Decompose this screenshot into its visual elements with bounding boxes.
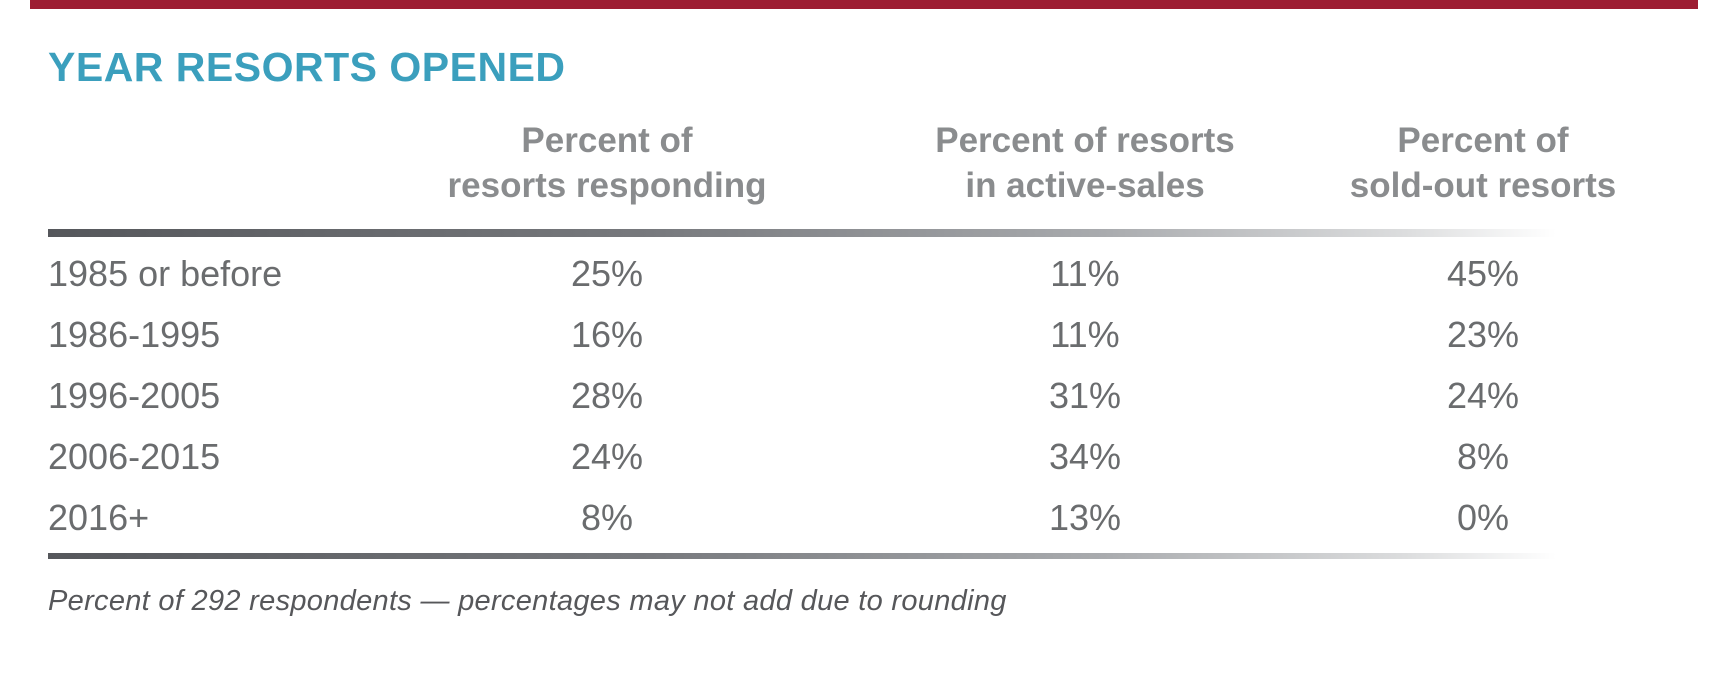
- row-label: 2006-2015: [48, 435, 221, 477]
- header-line: Percent of: [1397, 121, 1569, 160]
- cell-value: 0%: [1456, 496, 1510, 538]
- table-row: 1986-1995 16% 11% 23%: [48, 304, 1640, 365]
- cell-value: 31%: [1048, 374, 1122, 416]
- header-line: resorts responding: [447, 166, 767, 205]
- table-body: 1985 or before 25% 11% 45% 1986-1995 16%…: [48, 243, 1640, 548]
- table-row: 1996-2005 28% 31% 24%: [48, 365, 1640, 426]
- cell-value: 34%: [1048, 435, 1122, 477]
- row-label: 1985 or before: [48, 252, 283, 294]
- table-rule-bottom: [48, 553, 1556, 559]
- cell-value: 28%: [570, 374, 644, 416]
- row-label: 2016+: [48, 496, 150, 538]
- row-label: 1996-2005: [48, 374, 221, 416]
- page-title: YEAR RESORTS OPENED: [48, 44, 566, 90]
- table-footnote: Percent of 292 respondents — percentages…: [48, 585, 1007, 617]
- cell-value: 16%: [570, 313, 644, 355]
- row-label: 1986-1995: [48, 313, 221, 355]
- table-row: 1985 or before 25% 11% 45%: [48, 243, 1640, 304]
- header-line: in active-sales: [965, 166, 1205, 205]
- cell-value: 13%: [1048, 496, 1122, 538]
- cell-value: 11%: [1050, 252, 1120, 294]
- top-accent-bar: [30, 0, 1698, 9]
- table-header-row: Percent of resorts responding Percent of…: [48, 118, 1640, 208]
- header-line: sold-out resorts: [1349, 166, 1617, 205]
- column-header-active-sales: Percent of resorts in active-sales: [844, 118, 1326, 208]
- header-spacer: [48, 118, 370, 208]
- cell-value: 24%: [570, 435, 644, 477]
- table-row: 2006-2015 24% 34% 8%: [48, 426, 1640, 487]
- column-header-resorts-responding: Percent of resorts responding: [370, 118, 844, 208]
- table-rule-top: [48, 229, 1556, 237]
- cell-value: 8%: [1456, 435, 1510, 477]
- cell-value: 24%: [1446, 374, 1520, 416]
- cell-value: 23%: [1446, 313, 1520, 355]
- cell-value: 45%: [1446, 252, 1520, 294]
- cell-value: 11%: [1050, 313, 1120, 355]
- cell-value: 25%: [570, 252, 644, 294]
- table-row: 2016+ 8% 13% 0%: [48, 487, 1640, 548]
- header-line: Percent of: [521, 121, 693, 160]
- header-line: Percent of resorts: [935, 121, 1235, 160]
- cell-value: 8%: [580, 496, 634, 538]
- column-header-sold-out: Percent of sold-out resorts: [1326, 118, 1640, 208]
